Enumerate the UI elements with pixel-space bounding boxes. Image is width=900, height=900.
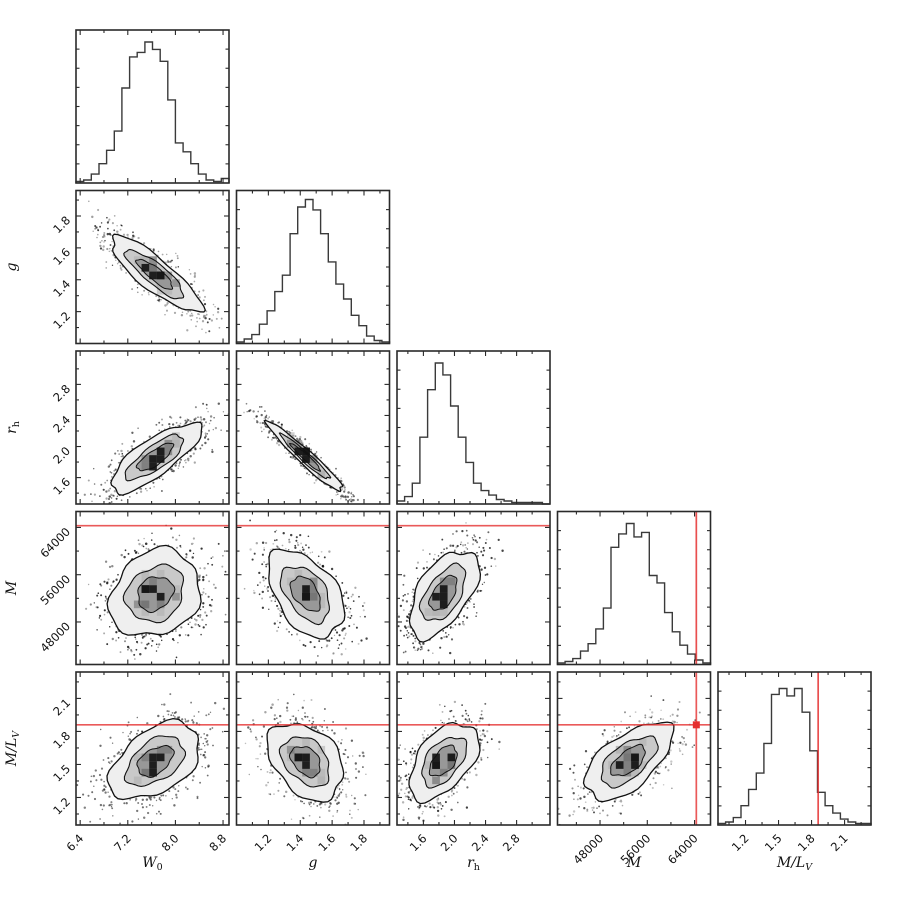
hist-panel-W0 (75, 29, 230, 184)
tick-label: 48000 (37, 619, 73, 655)
tick-label: 2.1 (50, 696, 73, 719)
tick-label: 2.4 (50, 413, 73, 436)
scatter-panel-rh-vs-W0 (75, 350, 230, 505)
tick-label: 1.8 (50, 729, 73, 752)
tick-label: 56000 (37, 572, 73, 608)
tick-label: 1.4 (50, 277, 73, 300)
hist-panel-rh (396, 350, 551, 505)
tick-label: 2.0 (438, 831, 461, 854)
scatter-panel-M-vs-g (235, 510, 391, 666)
hist-panel-M (556, 510, 712, 666)
y-axis-title-M: M (4, 580, 20, 596)
y-axis-title-MLV: M/LV (4, 730, 22, 767)
tick-label: 1.2 (729, 831, 752, 854)
tick-label: 1.5 (762, 831, 785, 854)
truth-marker-square (692, 721, 700, 729)
tick-label: 8.8 (206, 831, 229, 854)
tick-label: 64000 (665, 831, 701, 867)
x-axis-title-rh: rh (467, 855, 480, 873)
tick-label: 1.6 (315, 831, 338, 854)
tick-label: 8.0 (159, 831, 182, 854)
tick-label: 1.2 (252, 831, 275, 854)
tick-label: 6.4 (63, 831, 86, 854)
tick-label: 1.8 (795, 831, 818, 854)
scatter-panel-rh-vs-g (235, 350, 391, 505)
scatter-panel-g-vs-W0 (75, 189, 230, 345)
scatter-panel-MLV-vs-rh (396, 671, 551, 826)
tick-label: 1.4 (284, 831, 307, 854)
scatter-panel-MLV-vs-g (235, 671, 391, 826)
histogram-g (235, 198, 391, 344)
x-axis-title-W0: W0 (142, 855, 162, 873)
scatter-panel-MLV-vs-M (556, 671, 712, 826)
histogram-W0 (75, 41, 230, 183)
tick-label: 1.6 (407, 831, 430, 854)
tick-label: 7.2 (111, 831, 134, 854)
y-axis-title-rh: rh (4, 421, 22, 434)
x-axis-title-MLV: M/LV (776, 855, 813, 873)
tick-label: 2.4 (469, 831, 492, 854)
x-axis-title-M: M (626, 855, 642, 871)
scatter-panel-MLV-vs-W0 (75, 671, 230, 826)
scatter-panel-M-vs-rh (396, 510, 551, 666)
hist-panel-g (235, 189, 391, 345)
tick-label: 64000 (37, 525, 73, 561)
hist-panel-MLV (717, 671, 872, 826)
scatter-panel-M-vs-W0 (75, 510, 230, 666)
histogram-MLV (717, 687, 872, 825)
tick-label: 1.6 (50, 245, 73, 268)
tick-label: 1.8 (347, 831, 370, 854)
tick-label: 1.2 (50, 795, 73, 818)
tick-label: 48000 (570, 831, 606, 867)
histogram-M (556, 522, 712, 665)
tick-label: 2.8 (500, 831, 523, 854)
tick-label: 2.1 (828, 831, 851, 854)
tick-label: 1.5 (50, 762, 73, 785)
tick-label: 1.2 (50, 309, 73, 332)
tick-label: 2.8 (50, 382, 73, 405)
histogram-rh (396, 362, 550, 505)
tick-label: 1.6 (50, 475, 73, 498)
tick-label: 1.8 (50, 213, 73, 236)
y-axis-title-g: g (4, 262, 20, 271)
tick-label: 2.0 (50, 444, 73, 467)
x-axis-title-g: g (309, 855, 318, 871)
